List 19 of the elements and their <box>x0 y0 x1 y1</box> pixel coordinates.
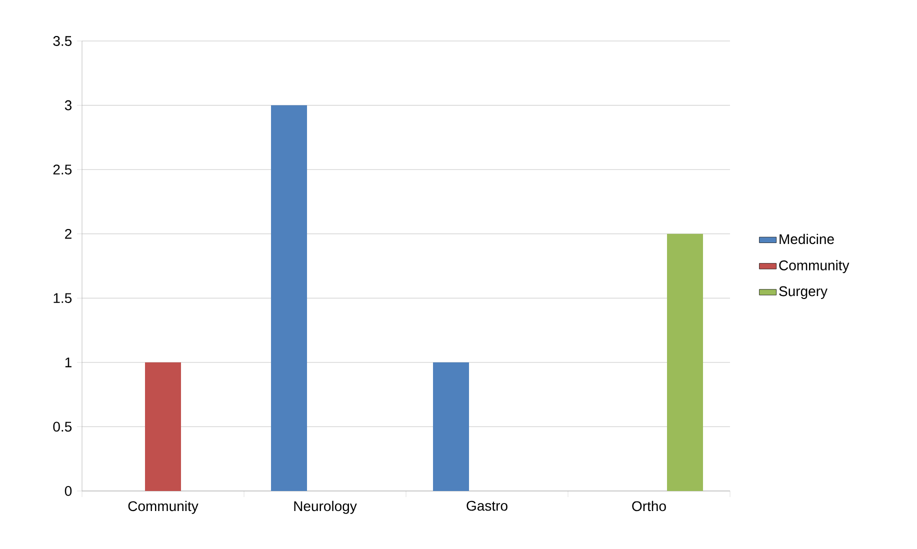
bar <box>271 105 308 491</box>
bar <box>145 362 182 491</box>
x-tick-label: Ortho <box>632 500 666 512</box>
y-tick-label: 3.5 <box>53 36 72 46</box>
y-tick-label: 2.5 <box>53 164 72 175</box>
y-tick-label: 2 <box>65 228 72 239</box>
y-tick-label: 1 <box>65 358 72 368</box>
x-tick-label: Community <box>128 500 198 514</box>
bar <box>433 362 470 491</box>
bar <box>667 234 704 491</box>
x-tick-label: Gastro <box>466 500 508 511</box>
y-tick-label: 3 <box>64 100 72 110</box>
y-tick-label: 1.5 <box>54 293 72 304</box>
legend-label: Medicine <box>780 234 834 244</box>
legend-label: Community <box>779 260 850 274</box>
x-tick-label: Neurology <box>294 500 357 514</box>
y-tick-label: 0 <box>64 486 72 496</box>
y-tick-label: 0.5 <box>53 422 72 432</box>
legend-label: Surgery <box>779 286 828 299</box>
